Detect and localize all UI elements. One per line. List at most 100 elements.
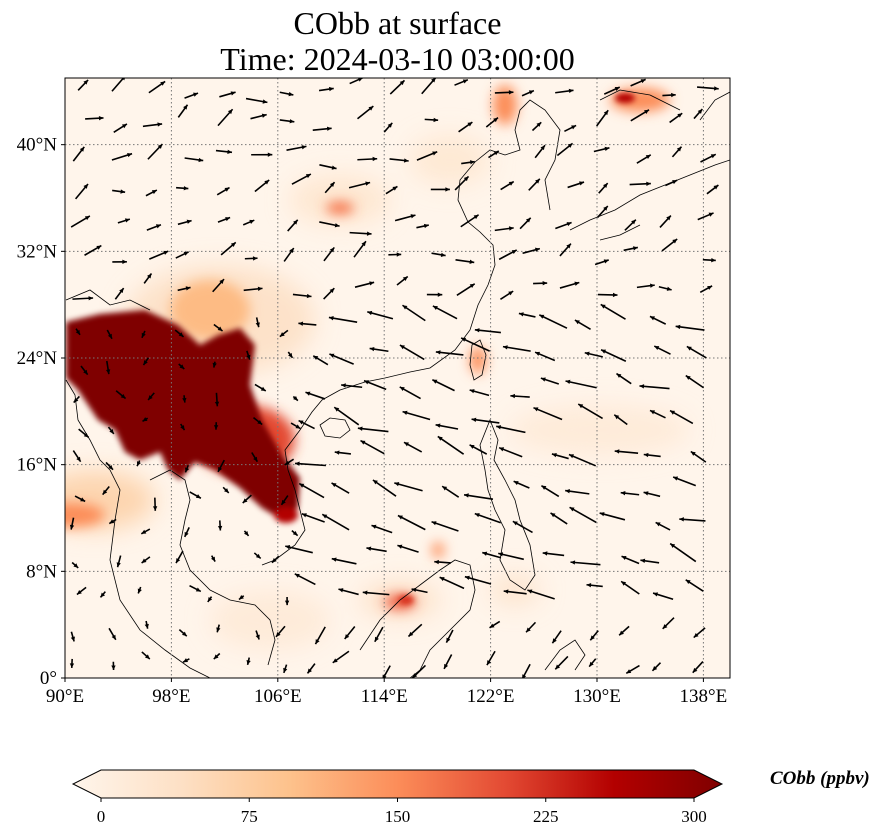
wind-vector-head <box>387 122 393 128</box>
wind-vector-head <box>141 529 147 534</box>
wind-vector-head <box>301 513 307 518</box>
wind-vector-head <box>614 414 620 420</box>
wind-vector-head <box>508 226 514 231</box>
coastline-sulawesi <box>544 639 586 671</box>
wind-vector-head <box>513 481 519 486</box>
wind-vector-head <box>289 248 294 253</box>
wind-vector-head <box>334 450 340 455</box>
wind-vector-head <box>403 158 409 163</box>
wind-vector-head <box>399 80 405 86</box>
wind-vector-head <box>214 401 220 407</box>
wind-vector-head <box>357 426 363 431</box>
wind-vector-head <box>69 524 75 530</box>
wind-vector-head <box>331 557 337 562</box>
wind-vector-head <box>295 424 301 429</box>
wind-vector-head <box>120 189 126 194</box>
map-frame <box>64 77 731 679</box>
wind-vector <box>402 410 431 421</box>
wind-vector-head <box>120 393 126 399</box>
wind-vector-head <box>713 185 719 190</box>
wind-vector-head <box>503 589 509 594</box>
wind-vector-head <box>508 291 514 296</box>
wind-vector-head <box>433 117 439 123</box>
wind-vector-head <box>147 273 152 279</box>
wind-vector-head <box>88 296 94 301</box>
lon-tick-label: 122°E <box>467 686 515 707</box>
wind-vector-head <box>328 86 334 92</box>
colorbar-tick-label: 0 <box>97 807 106 826</box>
wind-vector-head <box>264 180 270 185</box>
colorbar-tick-label: 225 <box>533 807 559 826</box>
wind-vector-head <box>244 530 249 536</box>
wind-vector-head <box>677 113 683 118</box>
wind-vector-head <box>306 293 312 299</box>
wind-vector-head <box>293 219 298 225</box>
wind-vector-head <box>288 91 294 97</box>
wind-vector-head <box>368 106 374 111</box>
wind-vector-head <box>124 218 130 223</box>
wind-vector-head <box>255 634 260 640</box>
wind-vector-head <box>569 507 575 512</box>
wind-vector-head <box>397 544 403 549</box>
wind-vector <box>460 337 491 352</box>
wind-vector-head <box>708 212 714 217</box>
wind-vector-head <box>227 109 233 115</box>
wind-vector-head <box>555 664 560 670</box>
wind-vector-head <box>362 590 368 595</box>
wind-vector <box>294 462 326 467</box>
wind-vector-head <box>445 187 450 192</box>
wind-vector-head <box>219 279 225 284</box>
wind-vector-head <box>671 92 676 98</box>
wind-vector-head <box>75 329 81 335</box>
wind-vector-head <box>76 589 82 595</box>
wind-vector-head <box>579 181 585 186</box>
wind-vector-head <box>329 247 335 253</box>
wind-vector-head <box>498 552 504 557</box>
coastline-malay-peninsula <box>149 469 276 666</box>
wind-vector-head <box>462 79 468 84</box>
wind-vector-head <box>293 395 298 401</box>
wind-vector-head <box>210 556 216 562</box>
wind-vector-head <box>230 91 236 96</box>
wind-vector-head <box>673 476 679 481</box>
wind-vector-head <box>467 122 473 127</box>
wind-vector-head <box>567 143 573 148</box>
wind-vector-head <box>464 575 470 580</box>
wind-vector-head <box>626 669 632 674</box>
wind-vector-head <box>432 379 438 384</box>
wind-vector <box>538 314 568 329</box>
wind-vector-head <box>116 562 121 568</box>
wind-vector-head <box>186 219 192 224</box>
wind-vector-head <box>157 122 163 127</box>
wind-vector-head <box>444 663 449 669</box>
wind-vector-head <box>631 219 636 225</box>
wind-vector-head <box>522 674 527 678</box>
wind-vector-head <box>685 375 691 380</box>
wind-vector-head <box>640 79 646 84</box>
wind-vector-head <box>326 126 332 131</box>
wind-vector <box>600 349 627 362</box>
wind-vector-head <box>655 522 661 527</box>
wind-vector-head <box>301 145 307 150</box>
wind-vector-head <box>528 90 534 95</box>
wind-vector-head <box>253 456 258 462</box>
wind-vector-head <box>364 380 370 385</box>
wind-vector-head <box>160 81 166 86</box>
map-title-line1: CObb at surface <box>293 5 502 41</box>
wind-vector-head <box>619 630 624 636</box>
wind-vector-head <box>298 420 304 425</box>
wind-vector-head <box>183 251 189 256</box>
wind-vector-head <box>185 467 190 473</box>
colorbar-tick-label: 300 <box>681 807 707 826</box>
latitude-tick-labels: 0° 8°N 16°N 24°N 32°N 40°N <box>17 135 65 689</box>
wind-vector-head <box>142 417 148 422</box>
coastline-borneo <box>359 559 476 678</box>
wind-vector-head <box>213 654 219 660</box>
wind-vector <box>502 345 531 352</box>
lon-tick-label: 90°E <box>46 686 84 707</box>
wind-vector-head <box>181 631 187 637</box>
wind-vector-head <box>313 355 319 360</box>
wind-vector-head <box>542 281 548 286</box>
wind-vector-head <box>461 337 467 342</box>
wind-vector-head <box>262 99 268 104</box>
